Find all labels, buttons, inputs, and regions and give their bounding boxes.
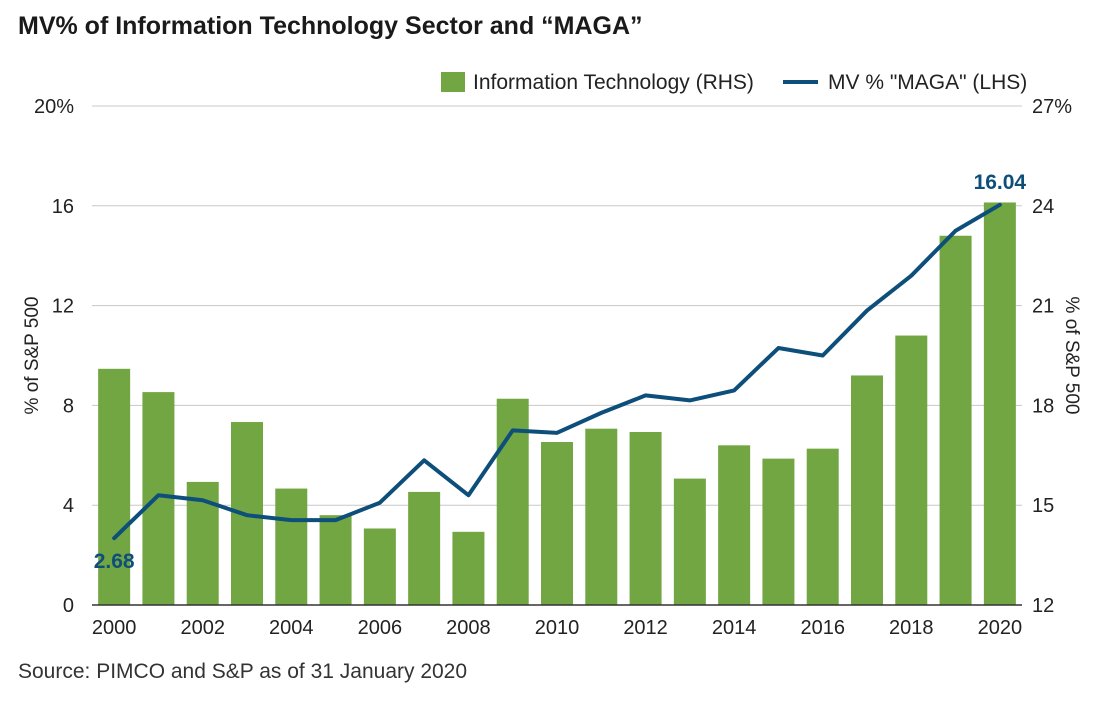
bar	[806, 448, 839, 605]
x-tick-label: 2020	[978, 617, 1023, 639]
legend-label-line: MV % "MAGA" (LHS)	[828, 71, 1027, 94]
right-tick-label: 27%	[1032, 96, 1072, 118]
x-tick-label: 2000	[92, 617, 137, 639]
right-tick-label: 18	[1032, 395, 1054, 417]
bar-series	[98, 202, 1016, 606]
x-tick-label: 2012	[623, 617, 668, 639]
right-axis-label: % of S&P 500	[1061, 297, 1082, 415]
bar	[319, 515, 352, 605]
right-tick-label: 15	[1032, 495, 1054, 517]
bar	[629, 432, 662, 605]
left-tick-label: 8	[63, 395, 74, 417]
bar	[718, 445, 751, 605]
bar	[939, 235, 972, 606]
left-tick-label: 0	[63, 595, 74, 617]
legend-swatch-bar	[441, 72, 465, 92]
source-note: Source: PIMCO and S&P as of 31 January 2…	[18, 660, 468, 683]
bar	[851, 375, 883, 605]
left-axis-label: % of S&P 500	[22, 297, 43, 415]
x-tick-label: 2018	[889, 617, 934, 639]
bar	[363, 528, 396, 605]
right-tick-label: 24	[1032, 196, 1054, 218]
left-tick-label: 20%	[34, 96, 74, 118]
tick-labels: 0 4 8 12 16 20% 12 15 18 21 24 27% 2000 2002 2004 2006 2…	[22, 96, 1082, 639]
bar	[585, 428, 618, 605]
x-tick-label: 2016	[800, 617, 845, 639]
data-label: 2.68	[94, 550, 135, 573]
legend: Information Technology (RHS) MV % "MAGA" …	[441, 71, 1027, 94]
legend-label-bar: Information Technology (RHS)	[473, 71, 754, 94]
data-label: 16.04	[974, 171, 1027, 194]
bar	[895, 335, 928, 605]
left-tick-label: 4	[63, 495, 74, 517]
series-line	[112, 202, 1002, 541]
x-tick-label: 2004	[269, 617, 314, 639]
x-tick-label: 2002	[180, 617, 225, 639]
right-tick-label: 21	[1032, 296, 1054, 318]
x-tick-label: 2014	[712, 617, 757, 639]
bar	[142, 392, 175, 605]
left-tick-label: 16	[52, 196, 74, 218]
bar	[408, 491, 441, 605]
line-series	[112, 202, 1002, 541]
annotations: 2.68 16.04	[94, 171, 1027, 573]
bar	[983, 202, 1016, 605]
left-tick-label: 12	[52, 296, 74, 318]
bar	[673, 478, 706, 605]
bar	[762, 458, 795, 605]
bar	[452, 531, 485, 605]
x-tick-label: 2010	[535, 617, 580, 639]
x-tick-label: 2006	[358, 617, 403, 639]
chart-title: MV% of Information Technology Sector and…	[18, 12, 643, 40]
bar	[275, 488, 308, 605]
x-tick-label: 2008	[446, 617, 491, 639]
bar	[98, 368, 131, 605]
right-tick-label: 12	[1032, 595, 1054, 617]
bar	[541, 441, 573, 605]
